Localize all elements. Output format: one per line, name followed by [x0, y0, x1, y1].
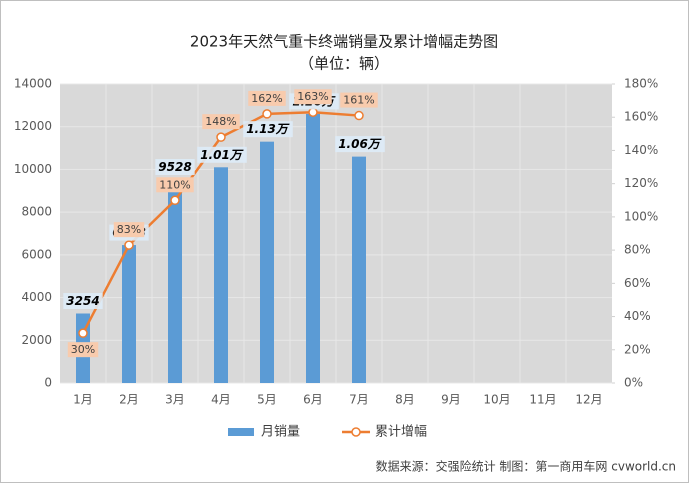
line-marker: [262, 109, 272, 119]
x-tick-label: 4月: [211, 393, 231, 407]
y2-tick-label: 160%: [624, 110, 658, 124]
line-value-label-bg: [340, 92, 378, 108]
line-value-label: 148%: [205, 115, 236, 128]
y2-tick-label: 60%: [624, 276, 651, 290]
bar: [122, 245, 136, 383]
line-marker: [78, 328, 88, 338]
bar-value-label-bg: [63, 293, 103, 310]
bar: [214, 167, 228, 383]
y-tick-label: 6000: [21, 247, 52, 261]
chart-subtitle: （单位：辆）: [299, 55, 389, 73]
x-tick-label: 1月: [73, 393, 93, 407]
line-marker: [354, 110, 364, 121]
line-value-label-bg: [248, 90, 286, 106]
y-tick-label: 10000: [14, 162, 52, 176]
x-tick-label: 9月: [441, 393, 461, 407]
bar-value-label-bg: [335, 136, 385, 153]
y-tick-label: 0: [44, 376, 52, 390]
chart-title: 2023年天然气重卡终端销量及累计增幅走势图: [190, 33, 498, 51]
legend-label: 累计增幅: [375, 425, 427, 440]
y2-tick-label: 120%: [624, 176, 658, 190]
y2-tick-label: 20%: [624, 342, 651, 356]
x-tick-label: 10月: [483, 393, 510, 407]
x-tick-label: 2月: [119, 393, 139, 407]
x-tick-label: 11月: [529, 393, 556, 407]
y2-tick-label: 40%: [624, 309, 651, 323]
line-marker: [308, 107, 318, 117]
x-tick-label: 7月: [349, 393, 369, 407]
line-value-label: 162%: [251, 92, 282, 105]
bar-value-label-bg: [243, 121, 293, 138]
bar: [260, 141, 274, 383]
bar: [168, 179, 182, 383]
bar-value-label-bg: [155, 159, 195, 176]
legend-swatch-marker: [351, 427, 361, 437]
bar-value-label: 1.01万: [200, 148, 244, 162]
line-value-label: 30%: [71, 343, 95, 356]
x-tick-label: 12月: [575, 393, 602, 407]
line-value-label: 83%: [117, 223, 141, 236]
line-value-label-bg: [113, 222, 145, 238]
bar-value-label: 3254: [66, 294, 99, 308]
line-value-label: 161%: [343, 94, 374, 107]
y-tick-label: 8000: [21, 205, 52, 219]
bar-value-label-bg: [197, 146, 247, 163]
y2-tick-label: 80%: [624, 243, 651, 257]
y2-tick-label: 140%: [624, 143, 658, 157]
line-value-label: 110%: [159, 178, 190, 191]
y-tick-label: 14000: [14, 77, 52, 91]
x-tick-label: 5月: [257, 393, 277, 407]
y-tick-label: 12000: [14, 119, 52, 133]
bar-value-label: 1.06万: [338, 137, 382, 151]
y-tick-label: 2000: [21, 333, 52, 347]
legend-swatch: [228, 428, 254, 436]
y-tick-label: 4000: [21, 290, 52, 304]
line-marker: [124, 240, 134, 250]
x-tick-label: 6月: [303, 393, 323, 407]
y2-tick-label: 180%: [624, 77, 658, 91]
legend-label: 月销量: [261, 425, 300, 440]
line-value-label-bg: [294, 89, 332, 105]
x-tick-label: 8月: [395, 393, 415, 407]
bar: [352, 156, 366, 383]
line-value-label-bg: [202, 114, 240, 130]
line-value-label: 163%: [297, 90, 328, 103]
x-tick-label: 3月: [165, 393, 185, 407]
bar: [306, 113, 320, 384]
source-note: 数据来源：交强险统计 制图：第一商用车网 cvworld.cn: [376, 459, 676, 474]
line-value-label-bg: [67, 342, 99, 358]
line-marker: [216, 132, 226, 142]
y2-tick-label: 100%: [624, 209, 658, 223]
bar-value-label: 1.13万: [246, 122, 290, 136]
y2-tick-label: 0%: [624, 376, 643, 390]
line-marker: [170, 195, 180, 206]
line-value-label-bg: [156, 177, 194, 193]
bar-value-label: 9528: [158, 160, 191, 174]
